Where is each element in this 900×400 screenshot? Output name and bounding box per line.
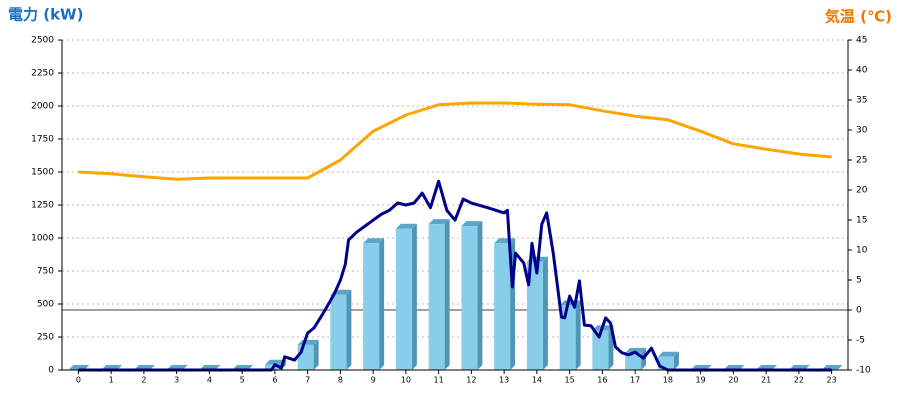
bar-side: [346, 289, 352, 370]
bar: [330, 294, 347, 370]
y2-tick-label: 35: [856, 96, 867, 106]
bar-side: [411, 223, 417, 370]
y2-axis-title: 気温 (℃): [825, 8, 892, 26]
x-tick-label: 4: [207, 376, 212, 385]
bar: [297, 344, 314, 370]
x-tick-label: 1: [109, 376, 114, 385]
x-tick-label: 15: [565, 376, 575, 385]
bar: [461, 226, 478, 370]
y-tick-label: 750: [37, 267, 54, 277]
y-tick-label: 500: [37, 300, 54, 310]
y2-tick-label: 40: [856, 66, 868, 76]
x-tick-label: 22: [794, 376, 804, 385]
x-tick-label: 10: [401, 376, 411, 385]
y-axis-title: 電力 (kW): [8, 6, 83, 24]
x-tick-label: 9: [371, 376, 376, 385]
bar: [494, 243, 511, 370]
bar-side: [379, 238, 385, 370]
y2-tick-label: 25: [856, 156, 867, 166]
bar-side: [542, 256, 548, 370]
bar-side: [444, 219, 450, 370]
x-tick-label: 2: [141, 376, 146, 385]
bar-top: [657, 351, 679, 357]
y-tick-label: 1750: [31, 135, 54, 145]
x-tick-label: 0: [76, 376, 81, 385]
bar: [625, 352, 642, 370]
bar: [526, 261, 543, 370]
bar: [395, 228, 412, 370]
y-tick-label: 1000: [31, 234, 54, 244]
bar-side: [575, 300, 581, 370]
y2-tick-label: 5: [856, 276, 862, 286]
y2-tick-label: -10: [856, 366, 871, 376]
x-tick-label: 8: [338, 376, 343, 385]
y-tick-label: 1250: [31, 201, 54, 211]
y2-tick-label: 45: [856, 36, 867, 46]
bar-top: [363, 238, 385, 244]
y2-tick-label: 20: [856, 186, 868, 196]
x-tick-label: 13: [499, 376, 509, 385]
y-tick-label: 2000: [31, 102, 54, 112]
x-tick-label: 14: [532, 376, 542, 385]
y2-tick-label: 30: [856, 126, 868, 136]
y2-tick-label: 10: [856, 246, 868, 256]
bar-top: [395, 223, 417, 229]
y-tick-label: 2250: [31, 69, 54, 79]
x-tick-label: 12: [466, 376, 476, 385]
y-tick-label: 0: [48, 366, 54, 376]
bar: [428, 224, 445, 370]
bar: [592, 330, 609, 370]
x-tick-label: 20: [728, 376, 738, 385]
bar: [559, 305, 576, 370]
line: [78, 101, 832, 181]
bar-top: [428, 219, 450, 225]
x-tick-label: 7: [305, 376, 310, 385]
bar-top: [625, 347, 647, 353]
x-tick-label: 6: [272, 376, 277, 385]
x-tick-label: 23: [827, 376, 837, 385]
bar-side: [673, 351, 679, 370]
bar-side: [313, 339, 319, 370]
y-tick-label: 1500: [31, 168, 54, 178]
bar-side: [477, 221, 483, 370]
bar-top: [461, 221, 483, 227]
y2-tick-label: 15: [856, 216, 867, 226]
x-tick-label: 18: [663, 376, 673, 385]
y-tick-label: 250: [37, 333, 54, 343]
y-tick-label: 2500: [31, 36, 54, 46]
x-tick-label: 5: [240, 376, 245, 385]
line: [78, 179, 832, 372]
x-tick-label: 16: [597, 376, 607, 385]
y2-tick-label: -5: [856, 336, 865, 346]
y2-tick-label: 0: [856, 306, 862, 316]
bar-top: [264, 359, 286, 365]
x-tick-label: 17: [630, 376, 640, 385]
x-tick-label: 21: [761, 376, 771, 385]
x-tick-label: 11: [434, 376, 444, 385]
x-tick-label: 19: [696, 376, 706, 385]
bar: [363, 243, 380, 370]
x-tick-label: 3: [174, 376, 179, 385]
